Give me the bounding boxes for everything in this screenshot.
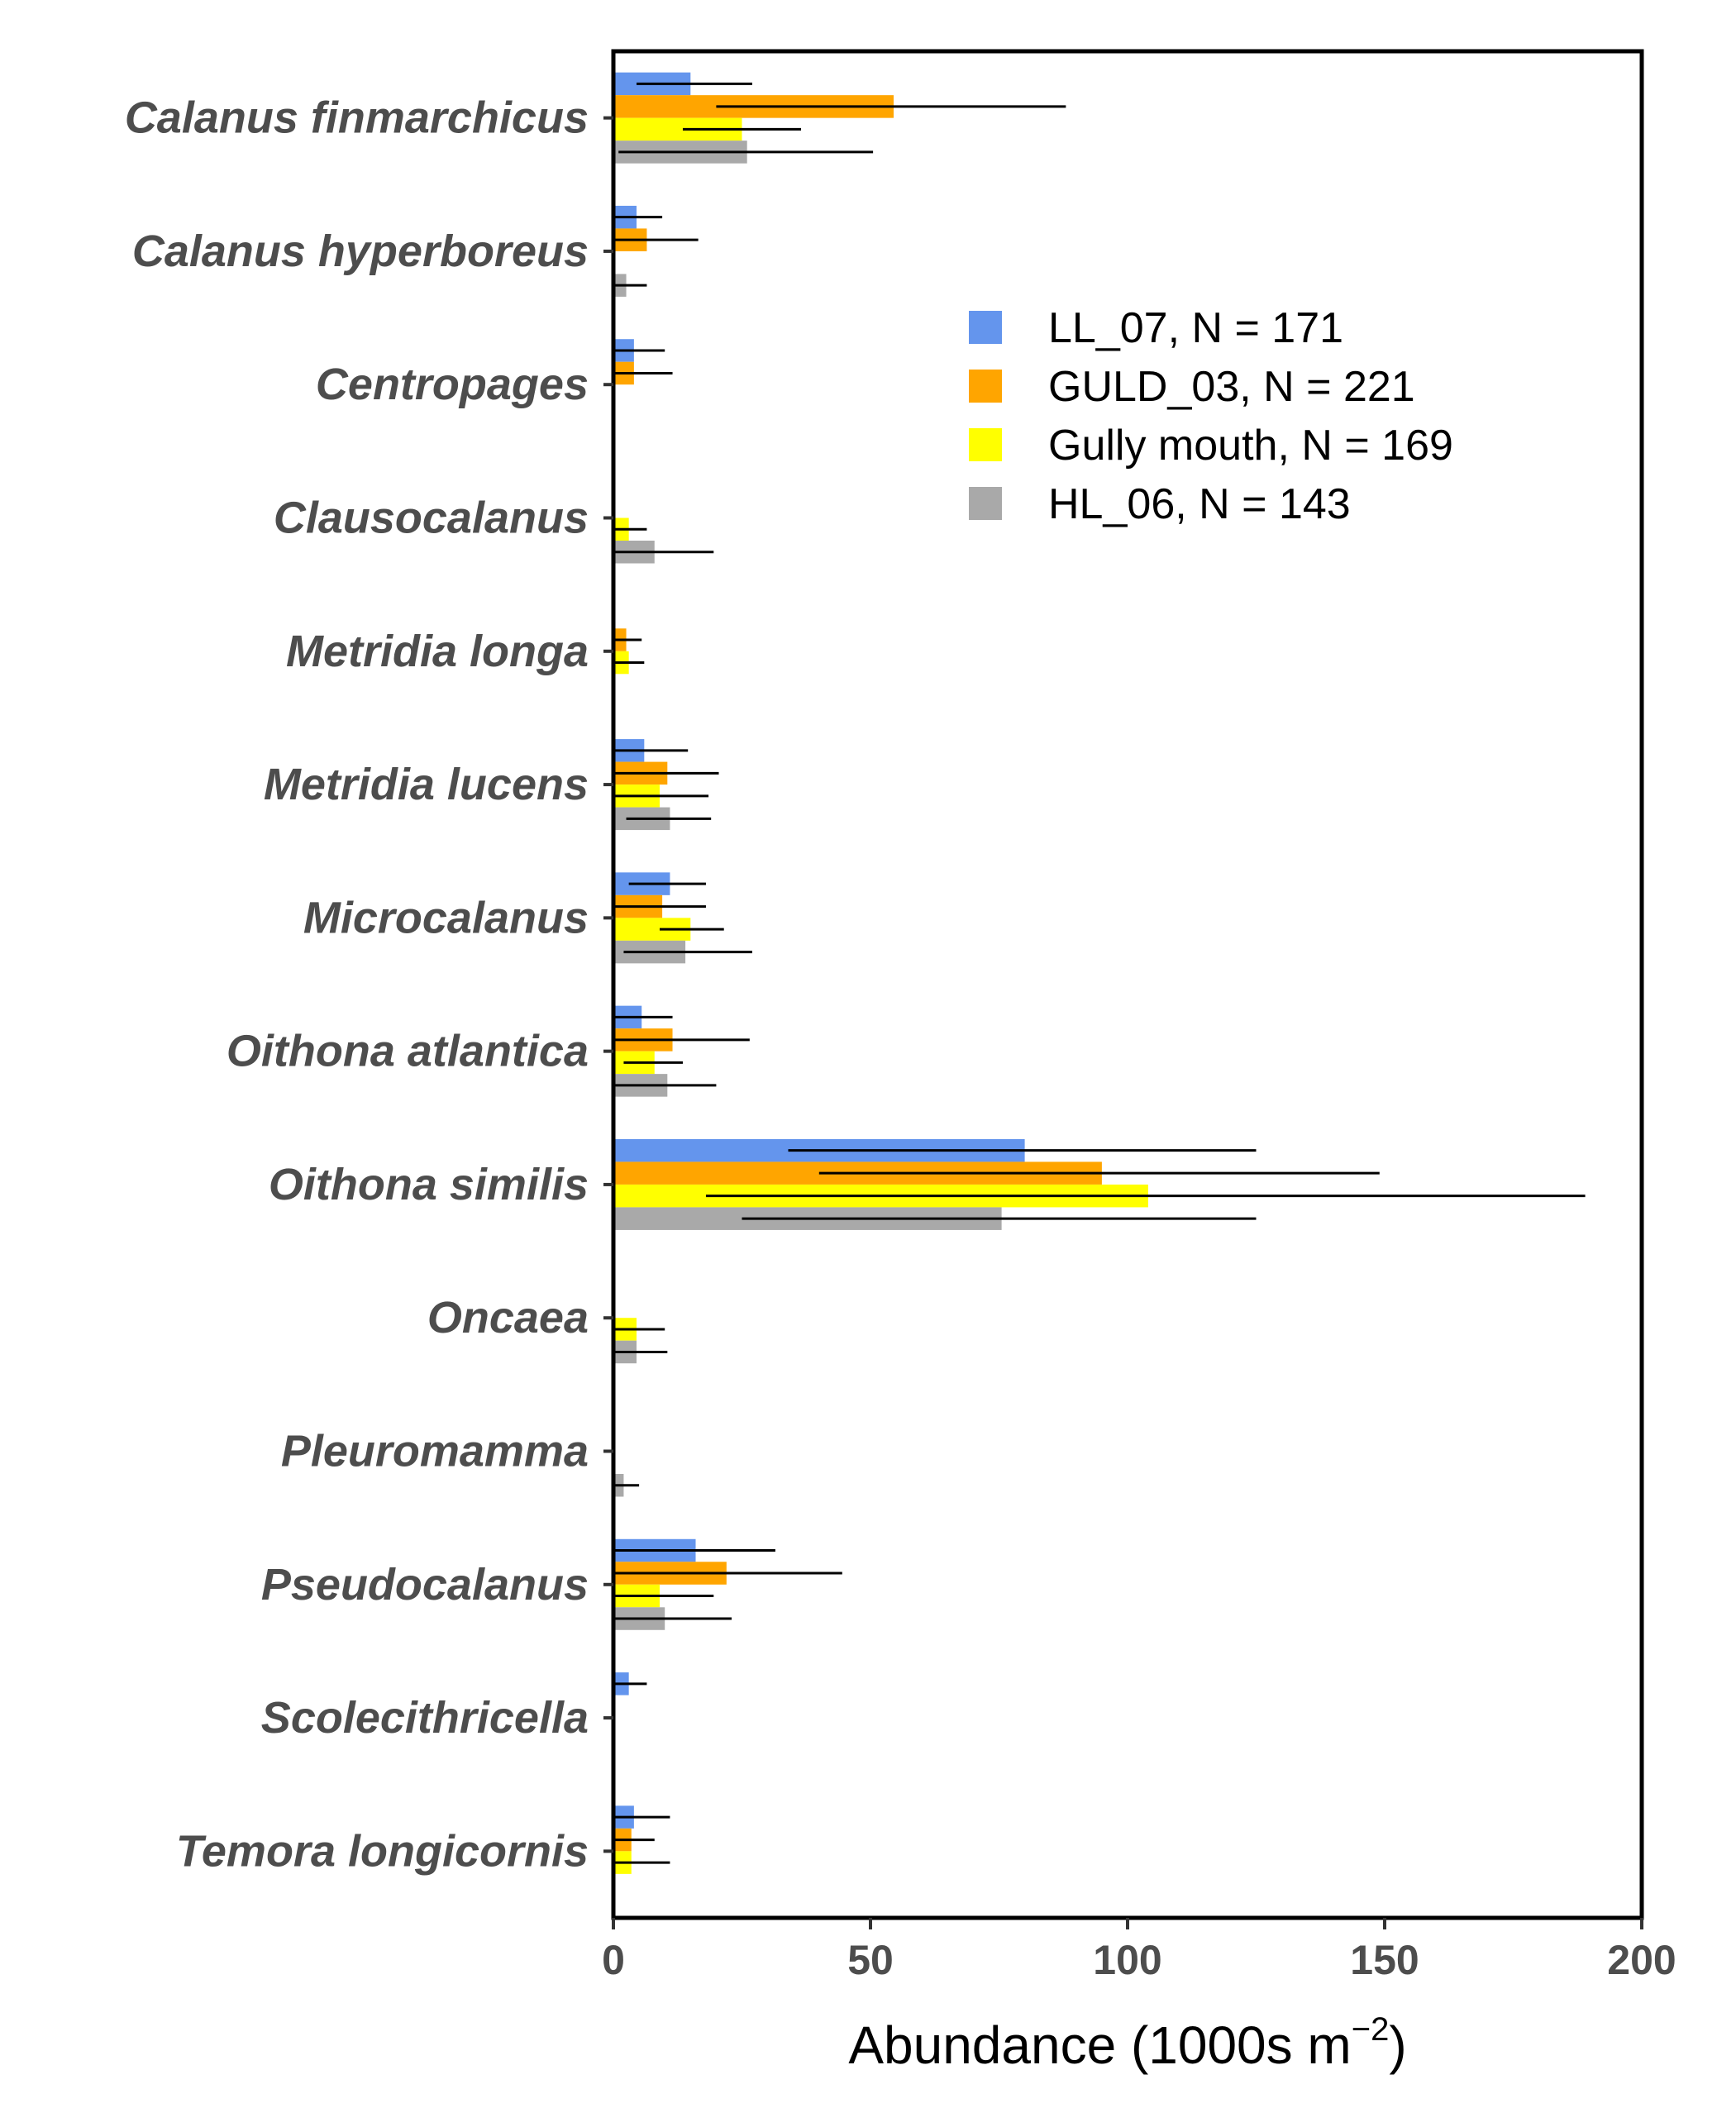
y-tick-label-pseudocalanus: Pseudocalanus bbox=[261, 1560, 589, 1610]
y-tick-label-calanus-hyperboreus: Calanus hyperboreus bbox=[132, 227, 589, 276]
y-tick-label-calanus-finmarchicus: Calanus finmarchicus bbox=[125, 93, 589, 143]
x-tick-label-50: 50 bbox=[847, 1937, 894, 1983]
y-tick-label-microcalanus: Microcalanus bbox=[303, 893, 589, 942]
y-tick-label-temora-longicornis: Temora longicornis bbox=[176, 1826, 589, 1876]
y-axis: Calanus finmarchicus Calanus hyperboreus C… bbox=[125, 93, 613, 1876]
legend-label-gully-mouth-n-169: Gully mouth, N = 169 bbox=[1048, 422, 1453, 470]
x-axis-title-suffix: ) bbox=[1389, 2015, 1406, 2075]
x-axis-title-main: Abundance (1000s m bbox=[848, 2015, 1351, 2075]
y-tick-label-metridia-longa: Metridia longa bbox=[286, 627, 589, 676]
x-tick-label-0: 0 bbox=[602, 1937, 625, 1983]
legend-label-guld-03-n-221: GULD_03, N = 221 bbox=[1048, 363, 1415, 411]
y-tick-label-clausocalanus: Clausocalanus bbox=[274, 494, 589, 543]
x-tick-label-100: 100 bbox=[1093, 1937, 1161, 1983]
x-tick-label-200: 200 bbox=[1607, 1937, 1676, 1983]
legend-key-ll-07-n-171 bbox=[969, 311, 1002, 344]
x-axis-title: Abundance (1000s m−2) bbox=[848, 2011, 1406, 2075]
legend-key-gully-mouth-n-169 bbox=[969, 428, 1002, 461]
y-tick-label-metridia-lucens: Metridia lucens bbox=[264, 760, 589, 809]
y-tick-label-scolecithricella: Scolecithricella bbox=[261, 1693, 589, 1743]
x-tick-label-150: 150 bbox=[1350, 1937, 1419, 1983]
x-axis: 0 50 100 150 200 bbox=[602, 1918, 1676, 1983]
error-bars-layer bbox=[613, 82, 1586, 1864]
y-tick-label-centropages: Centropages bbox=[316, 360, 589, 409]
legend-key-guld-03-n-221 bbox=[969, 370, 1002, 403]
legend-key-hl-06-n-143 bbox=[969, 487, 1002, 520]
y-tick-label-oithona-atlantica: Oithona atlantica bbox=[227, 1027, 589, 1076]
y-tick-label-oncaea: Oncaea bbox=[427, 1293, 589, 1343]
y-tick-label-pleuromamma: Pleuromamma bbox=[281, 1427, 589, 1476]
legend-label-hl-06-n-143: HL_06, N = 143 bbox=[1048, 480, 1351, 528]
x-axis-title-superscript: −2 bbox=[1352, 2011, 1390, 2048]
legend-label-ll-07-n-171: LL_07, N = 171 bbox=[1048, 304, 1343, 352]
y-tick-label-oithona-similis: Oithona similis bbox=[269, 1160, 589, 1209]
legend: LL_07, N = 171 GULD_03, N = 221 Gully mout… bbox=[969, 304, 1453, 528]
